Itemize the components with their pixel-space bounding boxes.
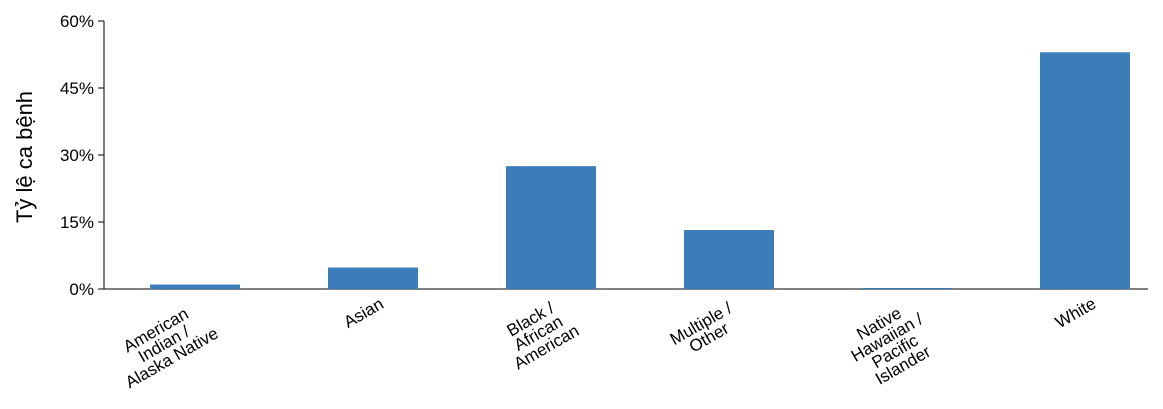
x-tick-label-line: White [1052,294,1099,332]
y-axis-ticks: 0% 15% 30% 45% 60% [60,12,104,299]
bar [150,284,240,289]
y-axis-title: Tỷ lệ ca bệnh [12,91,37,223]
bar [328,267,418,289]
y-tick-label: 60% [60,12,94,31]
y-tick-label: 15% [60,213,94,232]
bar [862,288,952,289]
bar [1040,52,1130,290]
y-tick-label: 45% [60,79,94,98]
x-tick-label: White [1052,294,1099,332]
y-tick-label: 30% [60,146,94,165]
bar [506,166,596,289]
bar [684,230,774,289]
bars [150,52,1130,290]
x-tick-label: Asian [340,294,386,332]
y-tick-label: 0% [69,280,94,299]
x-tick-label: Multiple /Other [667,298,736,356]
x-tick-label-line: Asian [340,294,386,332]
